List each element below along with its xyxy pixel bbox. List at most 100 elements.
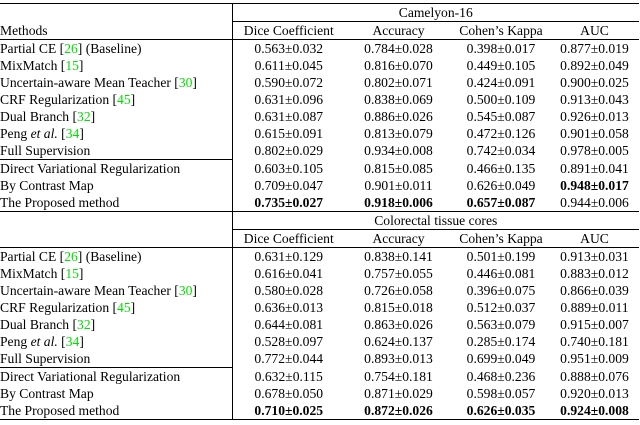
method-label-part: ] <box>130 92 136 107</box>
method-label-part: ] <box>192 283 197 298</box>
dataset-section-title: Colorectal tissue cores <box>231 211 639 230</box>
method-cell: MixMatch [15] <box>0 265 232 282</box>
method-label-part: By Contrast Map <box>0 178 94 193</box>
table-row: Peng et al. [34] 0.528±0.097 0.624±0.137 0.… <box>0 333 639 350</box>
value-cell: 0.466±0.135 <box>466 160 536 176</box>
value-cell: 0.889±0.011 <box>560 300 629 315</box>
value-cell: 0.528±0.097 <box>231 333 345 350</box>
value-cell: 0.631±0.129 <box>231 247 345 265</box>
value-cell: 0.580±0.028 <box>231 282 345 299</box>
value-cell: 0.784±0.028 <box>364 41 433 56</box>
table-row: By Contrast Map 0.678±0.050 0.871±0.029 0.5… <box>0 385 639 402</box>
section-title-row: Colorectal tissue cores <box>0 211 639 248</box>
value-cell: 0.888±0.076 <box>560 368 629 384</box>
method-cell: By Contrast Map <box>0 385 232 402</box>
citation-link[interactable]: 32 <box>77 109 91 124</box>
value-cell: 0.740±0.181 <box>560 334 629 349</box>
value-cell: 0.563±0.032 <box>231 39 345 57</box>
value-cell: 0.838±0.069 <box>364 92 433 107</box>
method-label-part: Direct Variational Regularization <box>0 161 181 176</box>
value-cell: 0.877±0.019 <box>560 41 629 56</box>
citation-link[interactable]: 26 <box>64 249 78 264</box>
method-cell: Direct Variational Regularization <box>0 368 232 386</box>
citation-link[interactable]: 30 <box>178 283 193 298</box>
method-cell: The Proposed method <box>0 402 232 420</box>
citation-link[interactable]: 30 <box>178 75 193 90</box>
value-cell: 0.446±0.081 <box>466 266 536 281</box>
value-cell: 0.802±0.029 <box>231 142 345 160</box>
value-cell: 0.468±0.236 <box>466 368 536 384</box>
method-cell: Peng et al. [34] <box>0 333 232 350</box>
methods-column-header: Methods <box>0 3 232 40</box>
value-cell: 0.815±0.018 <box>364 300 433 315</box>
method-label-part: Uncertain-aware Mean Teacher [ <box>0 283 179 298</box>
citation-link[interactable]: 26 <box>64 41 78 56</box>
value-cell: 0.631±0.087 <box>231 108 345 125</box>
value-cell: 0.948±0.017 <box>560 178 629 193</box>
citation-link[interactable]: 45 <box>117 300 131 315</box>
column-header: Dice Coefficient <box>231 21 345 40</box>
citation-link[interactable]: 32 <box>77 317 91 332</box>
citation-link[interactable]: 15 <box>65 266 79 281</box>
method-label-part: [ <box>57 126 66 141</box>
value-cell: 0.512±0.037 <box>466 300 536 315</box>
method-label-part: ] (Baseline) <box>77 249 142 264</box>
value-cell: 0.424±0.091 <box>466 75 536 90</box>
value-cell: 0.678±0.050 <box>231 385 345 402</box>
value-cell: 0.924±0.008 <box>560 403 629 418</box>
value-cell: 0.501±0.199 <box>466 249 536 264</box>
value-cell: 0.913±0.031 <box>560 249 629 264</box>
citation-link[interactable]: 34 <box>65 334 80 349</box>
value-cell: 0.920±0.013 <box>560 386 629 401</box>
method-label-part: ] <box>130 300 136 315</box>
citation-link[interactable]: 34 <box>65 126 80 141</box>
results-table: Methods Camelyon-16 Dice Coefficient Accura… <box>0 3 639 420</box>
value-cell: 0.886±0.026 <box>364 109 433 124</box>
table-row: MixMatch [15] 0.611±0.045 0.816±0.070 0.449… <box>0 57 639 74</box>
methods-column-spacer <box>0 211 232 248</box>
value-cell: 0.951±0.009 <box>560 351 629 367</box>
value-cell: 0.816±0.070 <box>364 58 433 73</box>
value-cell: 0.590±0.072 <box>231 74 345 91</box>
value-cell: 0.644±0.081 <box>231 316 345 333</box>
value-cell: 0.772±0.044 <box>231 350 345 368</box>
method-cell: CRF Regularization [45] <box>0 91 232 108</box>
value-cell: 0.657±0.087 <box>466 195 536 210</box>
value-cell: 0.926±0.013 <box>560 109 629 124</box>
table-row: MixMatch [15] 0.616±0.041 0.757±0.055 0.446… <box>0 265 639 282</box>
method-cell: By Contrast Map <box>0 177 232 194</box>
table-row: Full Supervision 0.772±0.044 0.893±0.013 0.… <box>0 350 639 368</box>
table-row: Partial CE [26] (Baseline) 0.631±0.129 0.8… <box>0 247 639 265</box>
method-label-part: Full Supervision <box>0 351 91 366</box>
value-cell: 0.615±0.091 <box>231 125 345 142</box>
table-row: Peng et al. [34] 0.615±0.091 0.813±0.079 0.… <box>0 125 639 142</box>
value-cell: 0.872±0.026 <box>364 403 433 418</box>
method-label-part: ] <box>79 126 84 141</box>
method-cell: Dual Branch [32] <box>0 316 232 333</box>
value-cell: 0.598±0.057 <box>466 386 536 401</box>
method-label-part: [ <box>57 334 66 349</box>
value-cell: 0.563±0.079 <box>466 317 536 332</box>
column-header: AUC <box>550 21 639 40</box>
citation-link[interactable]: 15 <box>65 58 79 73</box>
method-label-part: ] <box>79 334 84 349</box>
method-label-part: Uncertain-aware Mean Teacher [ <box>0 75 179 90</box>
value-cell: 0.710±0.025 <box>231 402 345 420</box>
method-cell: Full Supervision <box>0 350 232 368</box>
value-cell: 0.699±0.049 <box>466 351 536 367</box>
method-label-part: CRF Regularization [ <box>0 300 118 315</box>
value-cell: 0.396±0.075 <box>466 283 536 298</box>
column-header: AUC <box>550 229 639 248</box>
value-cell: 0.631±0.096 <box>231 91 345 108</box>
method-label-part: The Proposed method <box>0 195 120 210</box>
method-label-part: ] <box>90 317 96 332</box>
citation-link[interactable]: 45 <box>117 92 131 107</box>
value-cell: 0.863±0.026 <box>364 317 433 332</box>
method-cell: Dual Branch [32] <box>0 108 232 125</box>
value-cell: 0.838±0.141 <box>364 249 433 264</box>
value-cell: 0.802±0.071 <box>364 75 433 90</box>
method-label-part: Dual Branch [ <box>0 317 78 332</box>
value-cell: 0.742±0.034 <box>466 143 536 159</box>
method-cell: Uncertain-aware Mean Teacher [30] <box>0 282 232 299</box>
value-cell: 0.883±0.012 <box>560 266 629 281</box>
